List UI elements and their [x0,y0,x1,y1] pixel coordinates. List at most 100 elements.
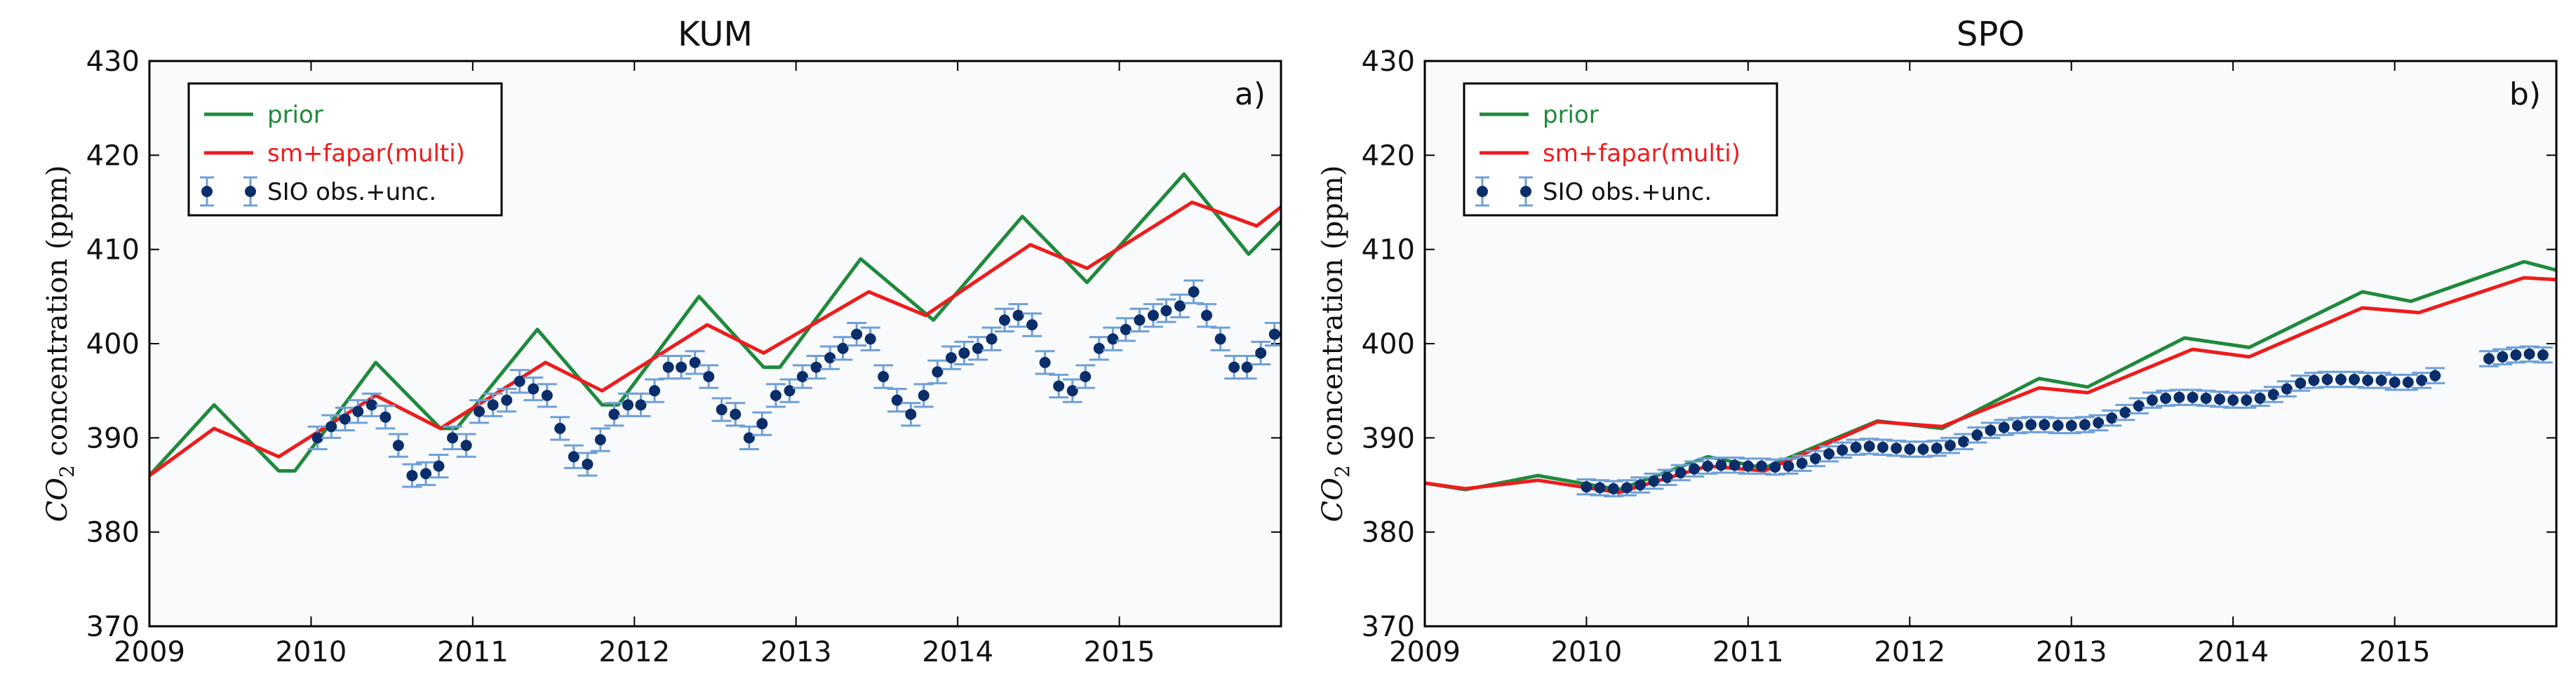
y-tick-label: 370 [1362,611,1415,643]
data-point [568,451,579,463]
data-point [2335,374,2347,386]
data-point [1039,356,1051,368]
data-point [905,408,917,420]
data-point [1729,459,1740,471]
data-point [1689,463,1700,475]
data-point [1012,309,1024,321]
data-point [2537,349,2549,361]
y-axis-label-subscript: 2 [55,465,79,478]
panel-label: b) [2509,76,2541,112]
data-point [2402,377,2414,389]
x-tick-label: 2015 [2359,636,2431,668]
data-point [1783,460,1795,472]
panel-spo: SPO 370 380 390 400 410 420 430 2009 2010 2011 2012… [1317,15,2558,668]
data-point [1621,482,1633,494]
data-point [1985,424,1997,436]
y-axis-label-text: concentration (ppm) [1317,166,1349,466]
data-point [311,432,323,444]
data-point [743,432,755,444]
data-point [1594,482,1606,494]
data-point [487,399,499,411]
y-tick-label: 410 [1362,234,1415,267]
y-tick-label: 420 [1362,140,1415,172]
y-tick-label: 430 [86,46,140,78]
panel-label: a) [1235,76,1266,112]
data-point [1147,309,1159,321]
data-point [622,399,634,411]
x-tick-label: 2012 [598,636,670,668]
data-point [1241,361,1253,373]
data-point [2497,351,2509,363]
series-line-prior [149,172,1281,477]
data-point [2119,407,2131,419]
data-point [528,383,539,395]
y-tick-label: 380 [86,517,140,549]
data-point [878,371,890,383]
data-point [1093,342,1105,354]
data-point [891,394,903,406]
y-tick-label: 430 [1362,46,1415,78]
data-point [770,389,781,401]
axes-frame [148,60,1282,628]
data-point [1648,475,1660,487]
data-point [2187,391,2199,403]
y-tick-label: 420 [86,140,140,172]
data-point [1971,429,1983,441]
y-tick-label: 390 [86,422,140,454]
data-point [2510,349,2522,361]
data-point [998,314,1010,326]
data-point [2106,412,2118,424]
y-axis-label: CO2 concentration (ppm) [1317,166,1354,522]
legend-label-prior: prior [267,101,323,129]
x-tick-label: 2010 [1551,636,1623,668]
data-point [1026,319,1038,331]
legend-swatch-point [245,186,256,197]
data-point [1053,380,1065,392]
y-tick-label: 400 [86,328,140,360]
x-tick-label: 2009 [114,636,185,668]
y-axis-label-species: CO [41,478,74,522]
data-point [2039,419,2051,431]
data-point [796,371,808,383]
data-point [2267,389,2279,400]
data-point [541,389,553,401]
data-point [1931,443,1943,454]
data-point [1268,328,1280,340]
x-tick-label: 2014 [922,636,993,668]
legend-box [187,82,503,217]
data-point [514,375,525,387]
data-point [1904,443,1916,455]
data-point [2308,375,2320,386]
data-point [1809,452,1821,464]
y-tick-label: 380 [1362,517,1415,549]
data-point [2295,377,2307,389]
data-point [554,422,566,434]
data-point [2200,392,2212,404]
data-point [2011,419,2023,431]
data-point [2052,419,2064,431]
legend-swatch-point [1520,186,1531,197]
data-point [1581,481,1592,493]
series-group [149,172,1281,488]
x-tick-label: 2012 [1874,636,1945,668]
data-point [2146,394,2158,406]
data-point [1228,361,1240,373]
axes-frame [1423,60,2558,628]
series-line-prior [1425,259,2556,492]
data-point [1066,385,1078,397]
data-point [474,405,485,417]
data-point [662,361,674,373]
y-tick-label: 390 [1362,422,1415,454]
data-point [635,399,647,411]
data-point [1661,471,1673,483]
data-point [1174,300,1186,312]
data-point [608,408,620,420]
data-point [2173,391,2185,403]
data-point [851,328,863,340]
legend-label-optimized: sm+fapar(multi) [267,140,465,168]
data-point [352,405,364,417]
data-point [460,440,472,452]
data-point [1214,333,1226,345]
data-point [1255,347,1267,359]
